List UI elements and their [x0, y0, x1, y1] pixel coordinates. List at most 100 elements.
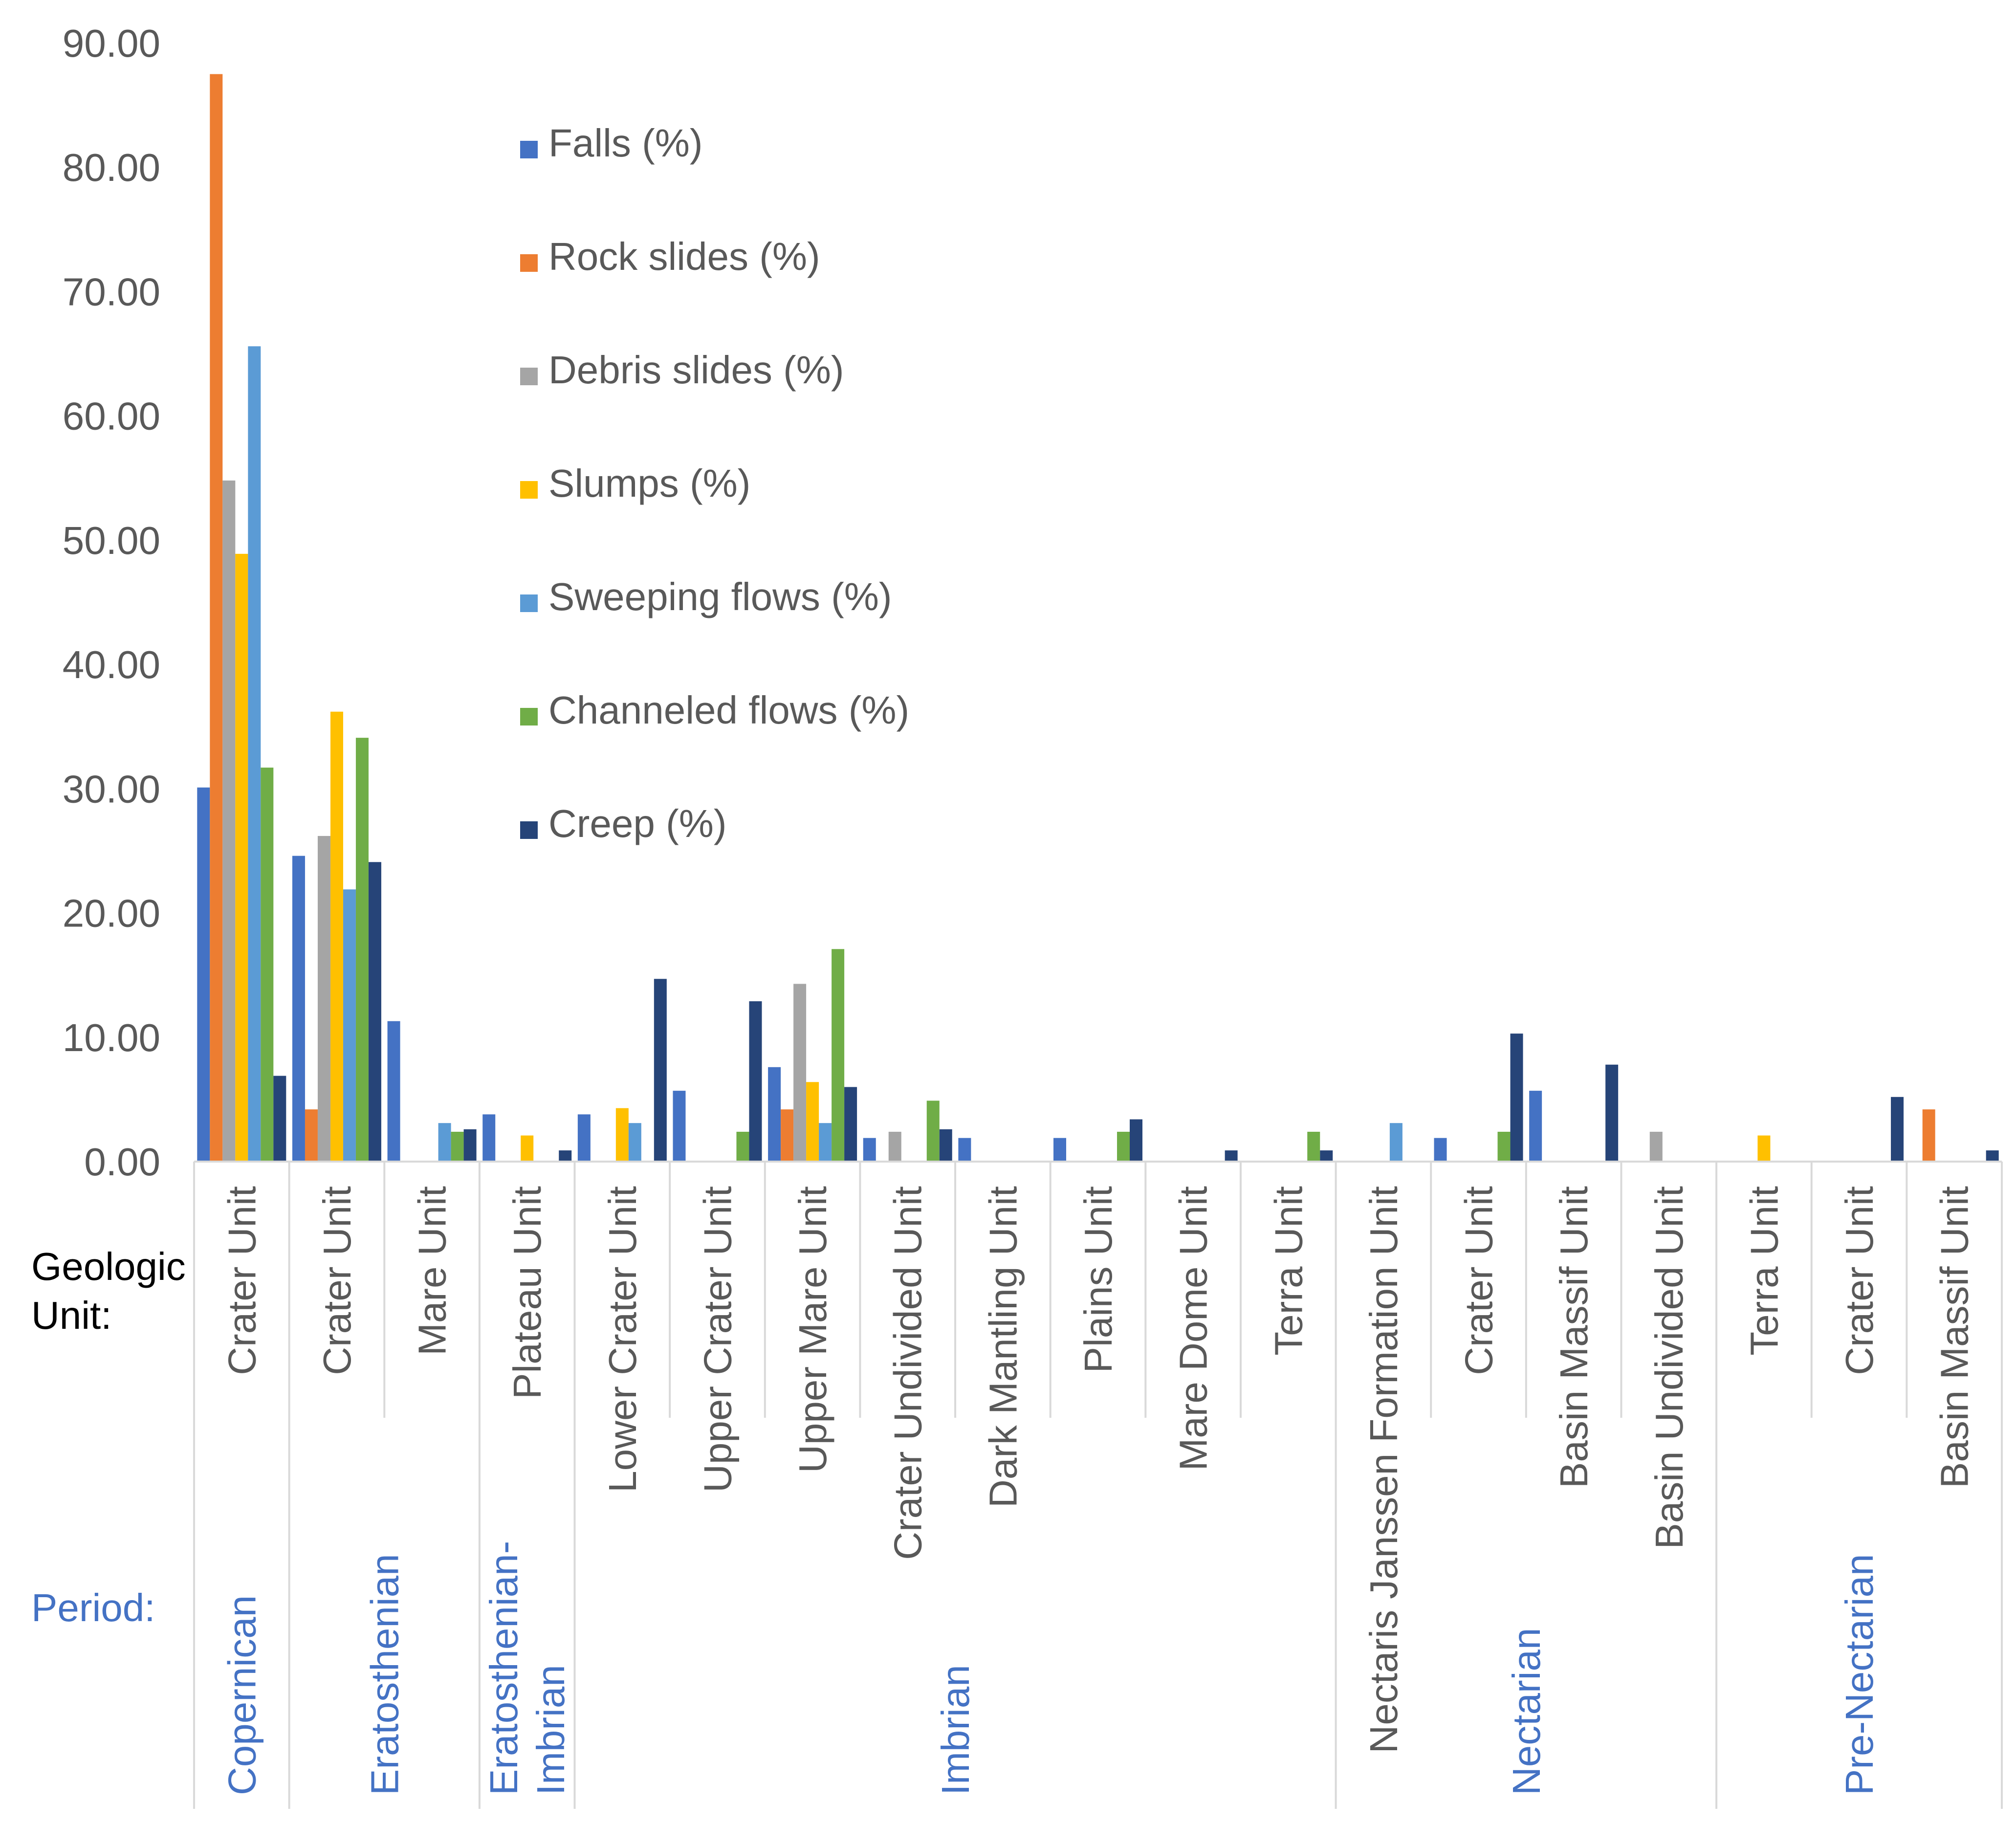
period-label-line: Pre-Nectarian: [1838, 1554, 1881, 1795]
bar-series-group: [197, 74, 1999, 1162]
category-label: Dark Mantling Unit: [981, 1186, 1025, 1508]
bar: [673, 1091, 686, 1162]
y-tick-label: 0.00: [84, 1140, 160, 1184]
legend-label: Slumps (%): [548, 462, 750, 505]
y-tick-label: 60.00: [63, 395, 160, 438]
category-label: Plains Unit: [1076, 1186, 1120, 1373]
period-label: Pre-Nectarian: [1838, 1554, 1881, 1795]
category-label: Basin Massif Unit: [1933, 1186, 1976, 1488]
category-label: Crater Unit: [220, 1186, 263, 1375]
bar-series: [197, 787, 1542, 1162]
bar-series: [210, 74, 1935, 1162]
y-tick-label: 10.00: [63, 1016, 160, 1059]
period-label-line: Eratosthenian: [363, 1554, 406, 1795]
bar: [793, 984, 807, 1162]
period-label-line: Imbrian: [529, 1665, 572, 1795]
period-label: Eratosthenian: [363, 1554, 406, 1795]
y-axis-ticks: 0.00 10.00 20.00 30.00 40.00 50.00 60.00 70.00 8…: [63, 22, 160, 1184]
bar: [577, 1114, 591, 1162]
geologic-unit-label-line: Unit:: [31, 1294, 112, 1337]
period-row-label: Period:: [31, 1586, 155, 1629]
category-label: Nectaris Janssen Formation Unit: [1362, 1186, 1405, 1753]
legend: Falls (%) Rock slides (%) Debris slides (%…: [520, 121, 909, 845]
bar: [261, 768, 274, 1162]
legend-item: Falls (%): [520, 121, 703, 165]
bar: [844, 1087, 857, 1162]
legend-swatch: [520, 254, 538, 272]
legend-item: Slumps (%): [520, 462, 750, 505]
legend-label: Channeled flows (%): [548, 688, 909, 732]
category-label: Upper Crater Unit: [696, 1186, 739, 1493]
geologic-unit-label-line: Geologic: [31, 1245, 186, 1288]
category-label: Terra Unit: [1267, 1186, 1310, 1356]
y-tick-label: 90.00: [63, 22, 160, 65]
bar-series: [273, 862, 1999, 1162]
legend-item: Sweeping flows (%): [520, 575, 892, 618]
period-label: Copernican: [220, 1595, 263, 1795]
category-label: Crater Unit: [1457, 1186, 1501, 1375]
legend-label: Falls (%): [548, 121, 703, 165]
period-label-line: Copernican: [220, 1595, 263, 1795]
bar: [749, 1001, 762, 1162]
category-label: Crater Unit: [1838, 1186, 1881, 1375]
period-label: Nectarian: [1505, 1628, 1548, 1795]
bar: [958, 1138, 971, 1162]
bar-series: [248, 346, 1402, 1162]
bar: [451, 1131, 464, 1162]
y-tick-label: 20.00: [63, 892, 160, 935]
bar: [863, 1138, 876, 1162]
bar-series: [235, 553, 1771, 1162]
bar: [1117, 1131, 1130, 1162]
bar: [1389, 1123, 1402, 1162]
bar: [1605, 1064, 1619, 1162]
row-labels: Geologic Unit: Period:: [31, 1245, 186, 1629]
bar-series: [222, 480, 1663, 1162]
category-label: Mare Unit: [411, 1186, 454, 1356]
bar: [482, 1114, 496, 1162]
legend-swatch: [520, 481, 538, 499]
bar: [1891, 1097, 1904, 1162]
legend-label: Debris slides (%): [548, 348, 844, 392]
bar-series: [261, 738, 1511, 1162]
bar: [559, 1150, 572, 1162]
bar: [317, 836, 330, 1162]
bar: [197, 787, 210, 1162]
period-label: Eratosthenian-Imbrian: [482, 1541, 572, 1795]
bar: [926, 1100, 940, 1162]
bar: [1053, 1138, 1066, 1162]
legend-swatch: [520, 821, 538, 839]
bar: [1307, 1131, 1320, 1162]
bar: [781, 1109, 794, 1162]
bar: [654, 979, 667, 1162]
bar: [438, 1123, 451, 1162]
category-label: Crater Unit: [315, 1186, 359, 1375]
legend-swatch: [520, 594, 538, 612]
legend-item: Creep (%): [520, 802, 727, 845]
bar: [463, 1129, 477, 1162]
bar: [1649, 1131, 1663, 1162]
bar: [235, 553, 248, 1162]
bar: [248, 346, 261, 1162]
y-tick-label: 80.00: [63, 146, 160, 189]
bar: [832, 949, 845, 1162]
bar: [1529, 1091, 1542, 1162]
bar: [628, 1123, 641, 1162]
category-label: Plateau Unit: [505, 1186, 549, 1399]
bar: [888, 1131, 901, 1162]
legend-item: Channeled flows (%): [520, 688, 909, 732]
bar: [1497, 1131, 1511, 1162]
legend-swatch: [520, 708, 538, 726]
period-label-line: Imbrian: [934, 1665, 977, 1795]
bar: [368, 862, 381, 1162]
category-label: Mare Dome Unit: [1172, 1186, 1215, 1471]
bar: [1757, 1135, 1771, 1162]
y-tick-label: 70.00: [63, 270, 160, 313]
category-label: Terra Unit: [1742, 1186, 1786, 1356]
category-label: Upper Mare Unit: [791, 1186, 834, 1473]
legend-label: Creep (%): [548, 802, 727, 845]
legend-swatch: [520, 141, 538, 158]
bar: [330, 711, 343, 1162]
bar: [387, 1021, 400, 1162]
legend-item: Debris slides (%): [520, 348, 844, 392]
